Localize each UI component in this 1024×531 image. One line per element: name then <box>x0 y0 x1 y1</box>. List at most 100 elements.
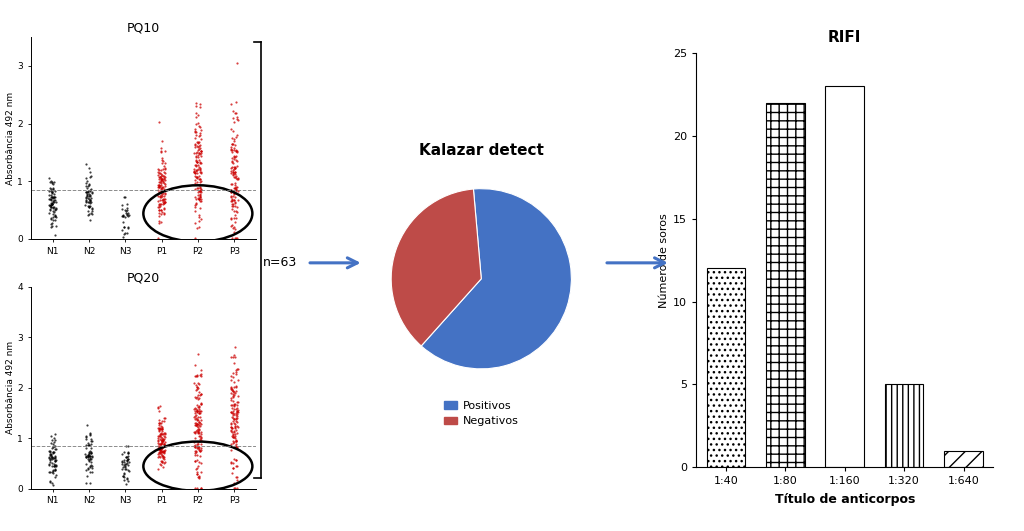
Point <box>157 180 173 189</box>
Y-axis label: Absorbância 492 nm: Absorbância 492 nm <box>5 341 14 434</box>
Point <box>225 439 242 447</box>
Point <box>225 136 242 145</box>
Point <box>191 425 208 434</box>
Point <box>222 385 239 393</box>
Point <box>224 404 241 413</box>
Point <box>226 184 243 192</box>
Point <box>190 474 207 483</box>
Point <box>154 205 170 214</box>
Point <box>116 230 132 238</box>
Point <box>116 448 132 457</box>
Point <box>157 159 173 168</box>
Point <box>45 184 61 193</box>
Point <box>227 168 244 176</box>
Point <box>228 401 245 409</box>
Point <box>223 158 240 167</box>
Point <box>190 417 207 426</box>
Point <box>155 195 171 204</box>
Point <box>154 430 170 439</box>
Point <box>223 157 240 165</box>
Point <box>118 480 134 489</box>
Point <box>81 441 97 449</box>
Point <box>156 174 172 183</box>
Point <box>187 152 204 160</box>
Point <box>191 419 208 427</box>
Point <box>79 191 95 199</box>
Point <box>228 442 245 451</box>
Point <box>82 455 98 463</box>
Point <box>188 158 205 166</box>
Point <box>225 397 242 406</box>
Point <box>156 172 172 180</box>
Point <box>225 171 242 179</box>
Point <box>83 435 99 443</box>
Point <box>83 444 99 452</box>
Point <box>225 433 242 442</box>
Point <box>223 393 240 402</box>
Point <box>80 211 96 220</box>
Point <box>224 423 241 432</box>
Point <box>82 198 98 207</box>
Point <box>187 407 204 415</box>
Point <box>84 187 100 196</box>
Point <box>81 194 97 203</box>
Point <box>226 213 243 222</box>
Point <box>227 430 244 438</box>
Point <box>157 452 173 461</box>
Point <box>116 456 132 464</box>
Point <box>229 398 246 407</box>
Point <box>151 216 167 225</box>
Point <box>190 445 207 453</box>
Point <box>224 400 241 409</box>
Point <box>190 438 207 447</box>
Point <box>193 365 209 374</box>
Point <box>151 178 167 186</box>
Point <box>186 165 203 173</box>
Point <box>191 178 208 187</box>
Point <box>193 435 209 444</box>
Point <box>82 429 98 437</box>
Point <box>188 386 205 395</box>
Point <box>153 172 169 181</box>
Point <box>44 221 60 230</box>
Point <box>157 448 173 456</box>
Point <box>153 432 169 441</box>
Point <box>226 183 243 192</box>
Point <box>186 438 203 447</box>
Point <box>43 178 59 187</box>
Point <box>188 169 205 177</box>
Point <box>80 464 96 472</box>
Point <box>190 119 207 128</box>
Point <box>84 189 100 198</box>
Point <box>152 202 168 210</box>
Point <box>228 174 245 183</box>
Point <box>229 162 246 170</box>
Point <box>151 426 167 434</box>
Point <box>187 128 204 136</box>
Point <box>191 447 208 456</box>
Point <box>227 422 244 431</box>
Point <box>190 146 207 155</box>
Point <box>46 196 62 204</box>
Point <box>225 223 242 232</box>
Point <box>226 234 243 242</box>
Point <box>156 168 172 177</box>
Point <box>83 449 99 457</box>
Point <box>155 196 171 205</box>
Point <box>41 447 57 456</box>
Point <box>186 428 203 436</box>
Point <box>224 424 241 432</box>
Point <box>45 453 61 462</box>
Point <box>229 397 246 406</box>
Point <box>154 447 170 455</box>
Title: PQ20: PQ20 <box>127 271 160 284</box>
Point <box>154 424 170 432</box>
Point <box>116 470 132 478</box>
Point <box>114 465 130 473</box>
Point <box>228 175 245 183</box>
Point <box>153 448 169 456</box>
Point <box>222 188 239 196</box>
Point <box>193 187 209 196</box>
Point <box>47 462 63 470</box>
Point <box>150 192 166 200</box>
